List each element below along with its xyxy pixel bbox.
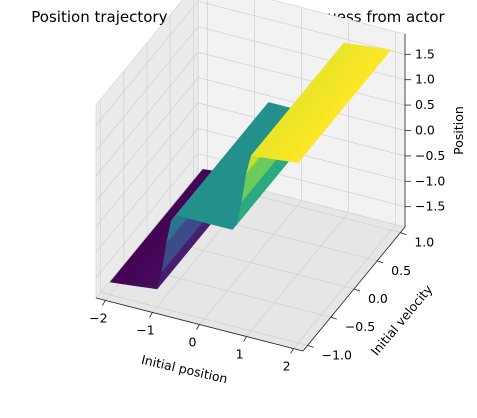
- gridline: [95, 26, 199, 151]
- gridline: [197, 51, 406, 106]
- x-tick-mark: [196, 324, 200, 330]
- gridline: [95, 51, 199, 177]
- gridline: [95, 153, 199, 278]
- x-tick-label: 1: [236, 347, 244, 362]
- x-tick-label: 0: [189, 335, 197, 350]
- surface-patch: [293, 147, 311, 163]
- x-tick-label: −1: [136, 322, 154, 337]
- x-tick-mark: [102, 300, 106, 306]
- gridline: [95, 128, 199, 253]
- z-tick-label: −1.5: [415, 199, 445, 214]
- y-tick-label: 0.5: [391, 263, 411, 278]
- y-tick-label: −0.5: [345, 319, 375, 334]
- z-tick-label: 0.5: [415, 97, 435, 112]
- y-tick-label: 1.0: [414, 235, 434, 250]
- gridline: [95, 1, 199, 126]
- z-tick-label: 0.0: [415, 123, 435, 138]
- z-tick-label: 1.0: [415, 72, 435, 87]
- x-tick-label: −2: [89, 310, 107, 325]
- gridline: [95, 77, 199, 202]
- z-tick-label: −1.0: [415, 173, 445, 188]
- x-axis-label: Initial position: [140, 352, 229, 386]
- y-tick-mark: [353, 288, 361, 292]
- y-tick-mark: [400, 232, 407, 236]
- z-tick-label: −0.5: [415, 148, 445, 163]
- y-tick-mark: [377, 260, 384, 264]
- gridline: [197, 0, 406, 55]
- z-tick-label: 1.5: [415, 46, 435, 61]
- tick-labels: −2−1012−1.0−0.50.00.51.0−1.5−1.0−0.50.00…: [89, 46, 445, 373]
- y-tick-label: −1.0: [322, 347, 352, 362]
- x-tick-mark: [149, 312, 153, 318]
- gridlines: [95, 0, 406, 349]
- z-axis-label: Position: [451, 106, 466, 155]
- y-tick-label: 0.0: [368, 291, 388, 306]
- x-tick-label: 2: [283, 359, 291, 374]
- gridline: [100, 292, 308, 346]
- gridline: [95, 102, 199, 228]
- y-tick-mark: [330, 316, 337, 320]
- surface-plot: [109, 42, 392, 290]
- y-tick-mark: [307, 344, 314, 348]
- x-tick-mark: [290, 348, 294, 354]
- x-tick-mark: [243, 336, 247, 342]
